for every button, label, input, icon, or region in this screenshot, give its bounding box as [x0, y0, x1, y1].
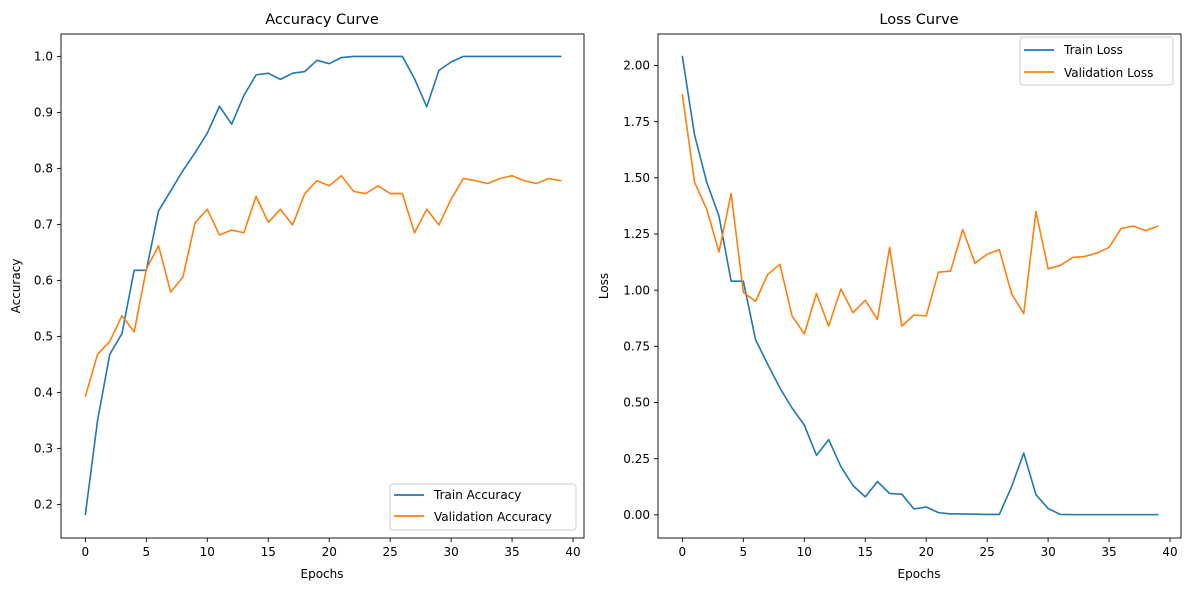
- loss-y-tick-label: 0.00: [623, 508, 650, 522]
- loss-x-tick-label: 30: [1040, 545, 1055, 559]
- accuracy-x-tick-label: 15: [261, 545, 276, 559]
- accuracy-y-tick-label: 0.4: [34, 386, 53, 400]
- accuracy-x-tick-label: 0: [82, 545, 90, 559]
- loss-y-tick-label: 1.75: [623, 115, 650, 129]
- loss-series-validation-line: [681, 93, 1159, 335]
- loss-y-tick-label: 2.00: [623, 59, 650, 73]
- accuracy-chart: Accuracy Curve Epochs Accuracy 0 5 10 15 20 2…: [9, 12, 585, 581]
- loss-y-tick-label: 0.50: [623, 396, 650, 410]
- loss-x-tick-label: 25: [980, 545, 995, 559]
- accuracy-y-tick-label: 1.0: [34, 50, 53, 64]
- loss-x-axis-label: Epochs: [898, 567, 941, 581]
- accuracy-x-tick-label: 25: [383, 545, 398, 559]
- legend-label-validation-accuracy: Validation Accuracy: [434, 510, 552, 524]
- accuracy-x-tick-label: 35: [504, 545, 519, 559]
- accuracy-x-tick-label: 5: [143, 545, 151, 559]
- loss-y-tick-label: 1.00: [623, 283, 650, 297]
- legend-label-train-loss: Train Loss: [1063, 43, 1123, 57]
- loss-x-tick-label: 20: [919, 545, 934, 559]
- accuracy-y-tick-label: 0.5: [34, 330, 53, 344]
- loss-y-tick-label: 0.25: [623, 452, 650, 466]
- accuracy-x-tick-label: 10: [200, 545, 215, 559]
- loss-axes-frame: [657, 33, 1182, 539]
- loss-x-tick-label: 5: [740, 545, 748, 559]
- accuracy-x-tick-label: 30: [443, 545, 458, 559]
- accuracy-x-axis-label: Epochs: [301, 567, 344, 581]
- accuracy-x-tick-label: 40: [565, 545, 580, 559]
- loss-y-tick-label: 1.25: [623, 227, 650, 241]
- loss-x-tick-label: 10: [797, 545, 812, 559]
- accuracy-y-tick-label: 0.7: [34, 218, 53, 232]
- accuracy-plot-area: 0 5 10 15 20 25 30 35 40 0.2 0.3 0.4 0.5 0.6 0.7 0.8 0.9…: [34, 33, 585, 559]
- loss-chart: Loss Curve Epochs Loss 0 5 10 15 20 25 30 35 400…: [597, 12, 1182, 581]
- accuracy-series-train-line: [84, 55, 562, 516]
- loss-series-train-line: [681, 55, 1159, 516]
- accuracy-x-tick-label: 20: [322, 545, 337, 559]
- loss-y-tick-label: 1.50: [623, 171, 650, 185]
- loss-chart-title: Loss Curve: [879, 12, 958, 28]
- loss-x-tick-label: 0: [679, 545, 687, 559]
- loss-plot-area: 0 5 10 15 20 25 30 35 40 0.00 0.25 0.50 0.75 1.00 1.25…: [623, 33, 1182, 559]
- accuracy-series-validation-line: [84, 174, 562, 398]
- accuracy-legend-frame: [389, 483, 577, 531]
- accuracy-y-tick-label: 0.9: [34, 106, 53, 120]
- accuracy-y-tick-label: 0.3: [34, 442, 53, 456]
- legend-label-train-accuracy: Train Accuracy: [433, 488, 521, 502]
- legend-label-validation-loss: Validation Loss: [1064, 66, 1153, 80]
- loss-x-tick-label: 15: [858, 545, 873, 559]
- accuracy-chart-title: Accuracy Curve: [265, 12, 379, 28]
- loss-x-tick-label: 35: [1101, 545, 1116, 559]
- accuracy-y-tick-label: 0.2: [34, 498, 53, 512]
- accuracy-y-tick-label: 0.6: [34, 274, 53, 288]
- accuracy-axes-frame: [60, 33, 585, 539]
- loss-y-axis-label: Loss: [597, 273, 611, 299]
- loss-legend: Train Loss Validation Loss: [1019, 36, 1174, 86]
- loss-x-tick-label: 40: [1162, 545, 1177, 559]
- loss-y-tick-label: 0.75: [623, 340, 650, 354]
- accuracy-y-tick-label: 0.8: [34, 162, 53, 176]
- accuracy-y-axis-label: Accuracy: [9, 259, 23, 314]
- accuracy-legend: Train Accuracy Validation Accuracy: [389, 483, 577, 531]
- loss-legend-frame: [1019, 36, 1174, 86]
